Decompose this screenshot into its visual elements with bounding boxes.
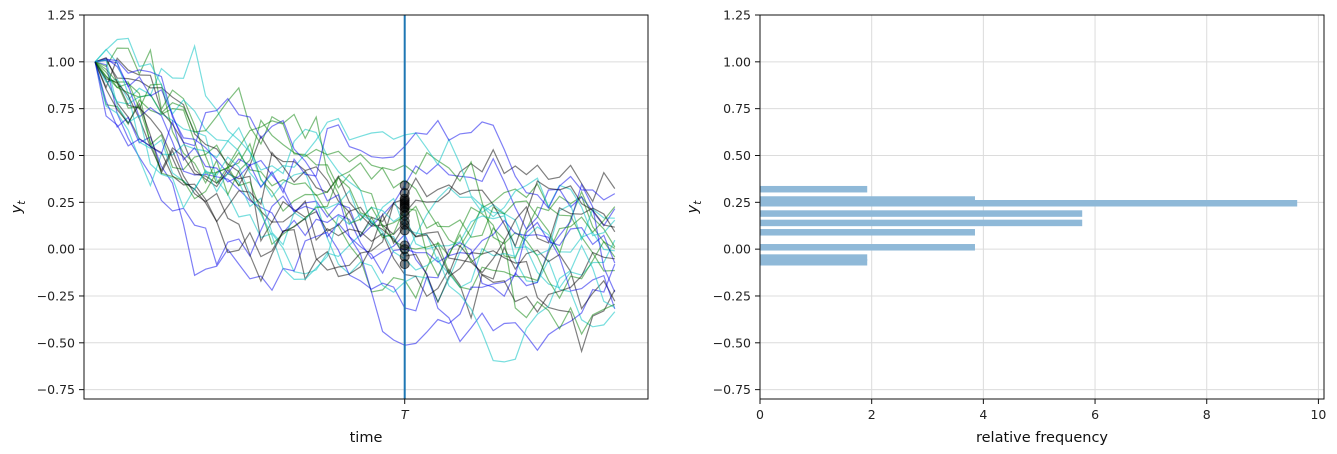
right-x-tick-label: 10 bbox=[1310, 407, 1326, 422]
right-histogram-bars bbox=[760, 185, 1298, 266]
left-sample-paths bbox=[94, 37, 616, 363]
y-label-subscript: t bbox=[692, 200, 704, 205]
right-x-tick-label: 2 bbox=[868, 407, 876, 422]
histogram-bar bbox=[760, 259, 868, 266]
left-panel-time-series: −0.75−0.50−0.250.000.250.500.751.001.25 … bbox=[9, 8, 649, 446]
histogram-bar bbox=[760, 200, 1298, 207]
left-y-axis-label: yt bbox=[9, 200, 28, 215]
left-x-axis-label: time bbox=[350, 430, 383, 446]
point-at-T bbox=[399, 240, 410, 251]
point-at-T bbox=[399, 180, 410, 191]
right-gridlines bbox=[759, 14, 1324, 399]
right-axes-frame bbox=[759, 14, 1325, 400]
point-at-T bbox=[399, 225, 410, 236]
right-panel-histogram: −0.75−0.50−0.250.000.250.500.751.001.25 … bbox=[685, 8, 1326, 447]
left-y-tick-label: 0.75 bbox=[47, 101, 75, 116]
right-y-tick-label: 1.25 bbox=[723, 8, 751, 23]
sample-path-line bbox=[94, 61, 616, 256]
left-y-tick-label: −0.50 bbox=[37, 335, 75, 350]
sample-path-line bbox=[94, 61, 615, 272]
histogram-bar bbox=[760, 244, 975, 251]
sample-path-line bbox=[94, 61, 616, 336]
y-label-base: y bbox=[9, 204, 25, 214]
point-at-T bbox=[399, 202, 410, 213]
left-points-at-T bbox=[399, 180, 410, 270]
right-y-tick-label: 0.00 bbox=[723, 242, 751, 257]
histogram-bar bbox=[760, 196, 975, 203]
sample-path-line bbox=[94, 61, 616, 210]
histogram-bar bbox=[760, 185, 868, 193]
sample-path-line bbox=[95, 59, 616, 363]
sample-path-line bbox=[94, 61, 616, 312]
right-x-axis-label: relative frequency bbox=[976, 430, 1108, 446]
sample-path-line bbox=[94, 58, 616, 310]
left-y-ticks: −0.75 −0.50 −0.25 0.00 0.25 0.50 0.75 1.00 1.25 bbox=[37, 8, 84, 397]
right-y-axis-label: yt bbox=[685, 200, 704, 215]
sample-path-line bbox=[94, 61, 616, 320]
histogram-bar bbox=[760, 229, 975, 236]
right-y-tick-label: 0.75 bbox=[723, 101, 751, 116]
sample-path-line bbox=[94, 61, 616, 291]
left-y-tick-label: −0.25 bbox=[37, 288, 75, 303]
point-at-T bbox=[399, 244, 410, 255]
left-y-tick-label: 0.50 bbox=[47, 148, 75, 163]
right-y-ticks: −0.75 −0.50 −0.25 0.00 0.25 0.50 0.75 1.00 1.25 bbox=[713, 8, 760, 397]
sample-path-line bbox=[94, 47, 616, 300]
histogram-bar bbox=[760, 254, 868, 261]
left-y-tick-label: 0.00 bbox=[47, 242, 75, 257]
left-y-tick-label: 0.25 bbox=[47, 195, 75, 210]
sample-path-line bbox=[94, 57, 616, 274]
left-y-tick-label: 1.25 bbox=[47, 8, 75, 23]
left-y-tick-label: −0.75 bbox=[37, 382, 75, 397]
y-label-base: y bbox=[685, 204, 701, 214]
left-y-tick-label: 1.00 bbox=[47, 54, 75, 69]
right-y-tick-label: 0.25 bbox=[723, 195, 751, 210]
right-x-tick-label: 8 bbox=[1203, 407, 1211, 422]
sample-path-line bbox=[94, 61, 616, 267]
right-y-tick-label: −0.75 bbox=[713, 382, 751, 397]
sample-path-line bbox=[94, 61, 615, 283]
right-x-tick-label: 4 bbox=[979, 407, 987, 422]
right-x-tick-label: 6 bbox=[1091, 407, 1099, 422]
right-y-tick-label: 0.50 bbox=[723, 148, 751, 163]
histogram-bar bbox=[760, 210, 1083, 217]
right-y-tick-label: −0.50 bbox=[713, 335, 751, 350]
sample-path-line bbox=[94, 37, 616, 237]
left-x-tick-label: T bbox=[401, 407, 410, 422]
y-label-subscript: t bbox=[16, 200, 28, 205]
sample-path-line bbox=[94, 61, 616, 328]
sample-path-line bbox=[95, 59, 616, 346]
point-at-T bbox=[399, 251, 410, 262]
right-y-tick-label: −0.25 bbox=[713, 288, 751, 303]
point-at-T bbox=[399, 219, 410, 230]
sample-path-line bbox=[94, 57, 616, 352]
sample-path-line bbox=[94, 61, 615, 314]
left-gridlines bbox=[84, 14, 648, 391]
histogram-bar bbox=[760, 219, 1083, 227]
right-y-tick-label: 1.00 bbox=[723, 54, 751, 69]
left-x-ticks: T bbox=[401, 399, 410, 422]
left-axes-frame bbox=[83, 14, 649, 400]
point-at-T bbox=[399, 259, 410, 270]
right-x-tick-label: 0 bbox=[756, 407, 764, 422]
right-x-ticks: 0 2 4 6 8 10 bbox=[756, 399, 1326, 422]
sample-path-line bbox=[94, 61, 616, 300]
